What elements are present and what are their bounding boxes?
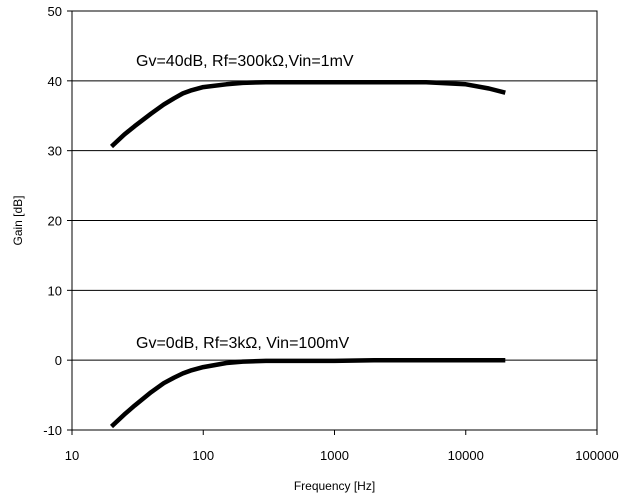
x-tick-label: 100000 <box>575 448 618 463</box>
x-tick-label: 10000 <box>448 448 484 463</box>
series-layer <box>109 79 506 429</box>
horizontal-gridlines <box>72 80 597 361</box>
y-tick-label: 30 <box>48 144 62 159</box>
y-tick-label: -10 <box>43 423 62 438</box>
y-tick-label: 20 <box>48 214 62 229</box>
series-annotation-0db: Gv=0dB, Rf=3kΩ, Vin=100mV <box>136 335 349 352</box>
x-axis-title: Frequency [Hz] <box>294 479 375 493</box>
x-tick-label: 100 <box>192 448 214 463</box>
series-line-1 <box>109 357 506 429</box>
x-tick-label: 10 <box>65 448 79 463</box>
y-tick-label: 40 <box>48 74 62 89</box>
y-axis-ticks: -10 0 10 20 30 40 50 <box>43 4 72 438</box>
y-tick-label: 10 <box>48 283 62 298</box>
x-tick-label: 1000 <box>320 448 349 463</box>
y-axis-title: Gain [dB] <box>11 195 25 245</box>
y-tick-label: 0 <box>55 353 62 368</box>
series-annotation-40db: Gv=40dB, Rf=300kΩ,Vin=1mV <box>136 53 354 70</box>
series-line-0 <box>109 79 506 149</box>
x-axis-ticks: 10 100 1000 10000 100000 <box>65 430 619 463</box>
y-tick-label: 50 <box>48 4 62 19</box>
